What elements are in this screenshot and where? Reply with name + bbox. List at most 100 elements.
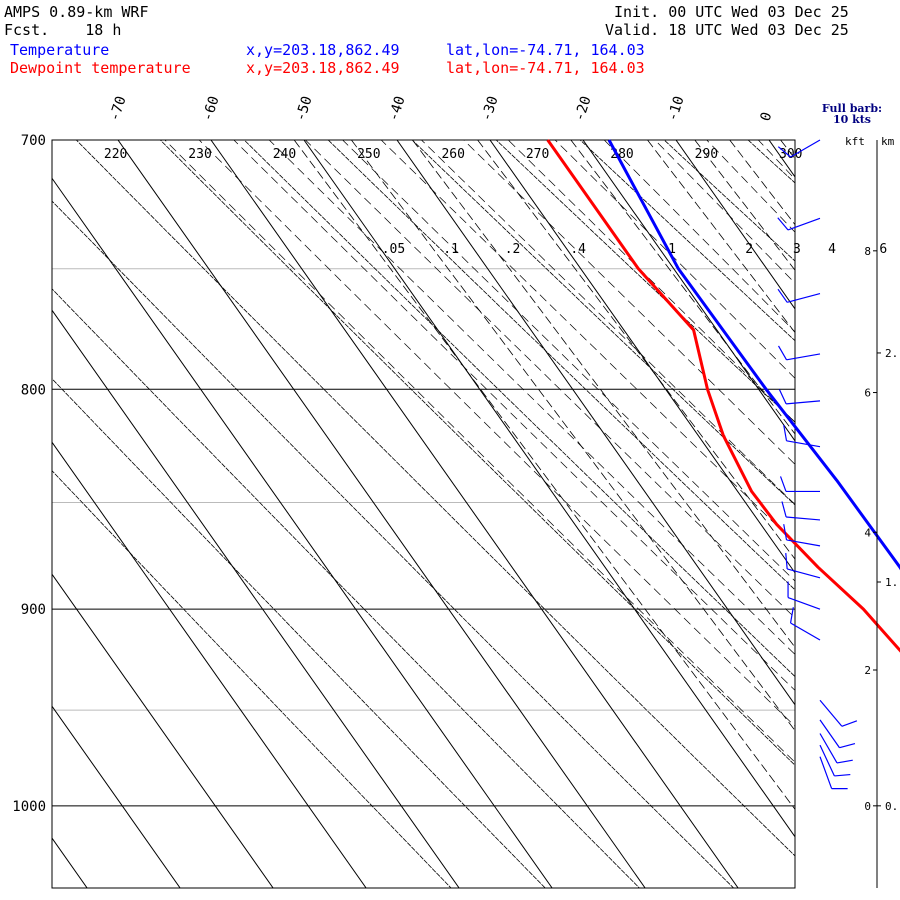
mixing-ratio-label: .2: [505, 242, 521, 257]
plot-frame: [51, 139, 796, 889]
moist-adiabat: [198, 140, 795, 727]
mixing-ratio-line: [647, 140, 795, 334]
isotherm-label: -20: [572, 94, 595, 123]
wind-barb-staff: [787, 596, 821, 610]
wind-barb-flag: [785, 552, 788, 570]
wind-barb: [778, 389, 821, 405]
barb-legend: Full barb: 10 kts: [812, 103, 892, 125]
dry-adiabat-label: 220: [104, 147, 127, 162]
dry-adiabat: [52, 200, 734, 888]
wind-barb-staff: [819, 756, 833, 789]
fcst-label: Fcst.: [4, 21, 50, 39]
legend-temperature-xy: x,y=203.18,862.49: [246, 41, 400, 59]
wind-barb-flag: [839, 743, 856, 749]
mixing-ratio-label: .05: [382, 242, 405, 257]
valid-value: 18 UTC Wed 03 Dec 25: [668, 21, 849, 39]
legend-temperature-name: Temperature: [10, 41, 110, 59]
wind-barb: [819, 719, 856, 749]
isotherm: [52, 573, 274, 888]
wind-barb-staff: [819, 733, 838, 764]
valid-line: Valid. 18 UTC Wed 03 Dec 25: [605, 21, 849, 39]
isotherm: [52, 441, 367, 888]
isotherm-label: 0: [758, 110, 776, 123]
wind-barb: [819, 733, 853, 764]
mixing-ratio-label: 6: [879, 242, 887, 257]
mixing-ratio-line: [351, 140, 795, 732]
pressure-label: 800: [21, 382, 46, 398]
wind-barb-flag: [841, 720, 858, 727]
dry-adiabat-label: 260: [441, 147, 464, 162]
km-tick-label: 1.: [885, 576, 898, 589]
moist-adiabat: [304, 140, 795, 619]
wind-barb: [785, 552, 821, 579]
legend-temperature-latlon: lat,lon=-74.71, 164.03: [446, 41, 645, 59]
wind-barb: [819, 744, 851, 777]
kft-tick-label: 6: [864, 387, 871, 400]
wind-barb: [787, 581, 821, 610]
wind-barb-flag: [783, 424, 788, 441]
kft-tick-label: 4: [864, 526, 871, 539]
wind-barb-flag: [777, 217, 789, 231]
dry-adiabat: [411, 140, 795, 506]
wind-barb-flag: [777, 146, 791, 158]
dry-adiabat: [579, 140, 795, 342]
wind-barb: [777, 217, 821, 231]
dry-adiabat: [75, 140, 795, 857]
mixing-ratio-line: [412, 140, 795, 648]
wind-barb-flag: [836, 759, 853, 764]
isotherm: [675, 140, 795, 310]
mixing-ratio-line: [477, 140, 795, 560]
wind-barb-staff: [790, 139, 821, 158]
isotherm: [52, 309, 460, 888]
isotherm: [52, 837, 88, 888]
isotherm: [489, 140, 795, 574]
dry-adiabat: [52, 288, 640, 888]
wind-barb: [789, 607, 821, 641]
pressure-label: 900: [21, 602, 46, 618]
km-tick-label: 0.: [885, 800, 898, 813]
moist-adiabat: [342, 140, 795, 582]
valid-label: Valid.: [605, 21, 660, 39]
wind-barb-staff: [819, 744, 835, 777]
wind-barb-staff: [787, 568, 821, 579]
moist-adiabat: [682, 2, 900, 888]
dry-adiabat: [243, 140, 795, 678]
isotherm-label: -50: [293, 94, 316, 123]
wind-barb-staff: [790, 622, 821, 641]
pressure-label: 1000: [12, 799, 46, 815]
isotherm-label: -30: [479, 94, 502, 123]
wind-barb-flag: [789, 607, 794, 624]
mixing-ratio-label: .4: [570, 242, 586, 257]
wind-barb-flag: [778, 389, 787, 405]
wind-barb-flag: [777, 345, 788, 361]
pressure-label: 700: [21, 133, 46, 149]
moist-adiabat: [706, 140, 795, 233]
wind-barb-staff: [786, 539, 821, 547]
legend-dewpoint-name: Dewpoint temperature: [10, 59, 191, 77]
kft-tick-label: 0: [864, 800, 871, 813]
wind-barb-staff: [819, 699, 843, 727]
dry-adiabat: [159, 140, 795, 766]
fcst-value: 18 h: [85, 21, 122, 39]
isotherm-label: -10: [665, 94, 688, 123]
isotherm: [52, 177, 553, 888]
dry-adiabat-label: 300: [779, 147, 802, 162]
dry-adiabat-label: 270: [526, 147, 549, 162]
wind-barb: [777, 288, 821, 303]
dry-adiabat-label: 240: [273, 147, 296, 162]
moist-adiabat: [554, 140, 795, 379]
legend-dewpoint-xy: x,y=203.18,862.49: [246, 59, 400, 77]
wind-barb-staff: [786, 400, 821, 405]
temperature-profile-line: [607, 139, 900, 571]
init-value: 00 UTC Wed 03 Dec 25: [668, 3, 849, 21]
init-line: Init. 00 UTC Wed 03 Dec 25: [614, 3, 849, 21]
wind-barb-staff: [787, 292, 821, 303]
wind-barb-staff: [786, 353, 821, 361]
kft-tick-label: 2: [864, 664, 871, 677]
moist-adiabat: [507, 140, 795, 423]
dry-adiabat-label: 250: [357, 147, 380, 162]
mixing-ratio-label: 3: [793, 242, 801, 257]
isotherm: [52, 705, 181, 888]
barb-legend-line1: Full barb:: [821, 102, 883, 115]
